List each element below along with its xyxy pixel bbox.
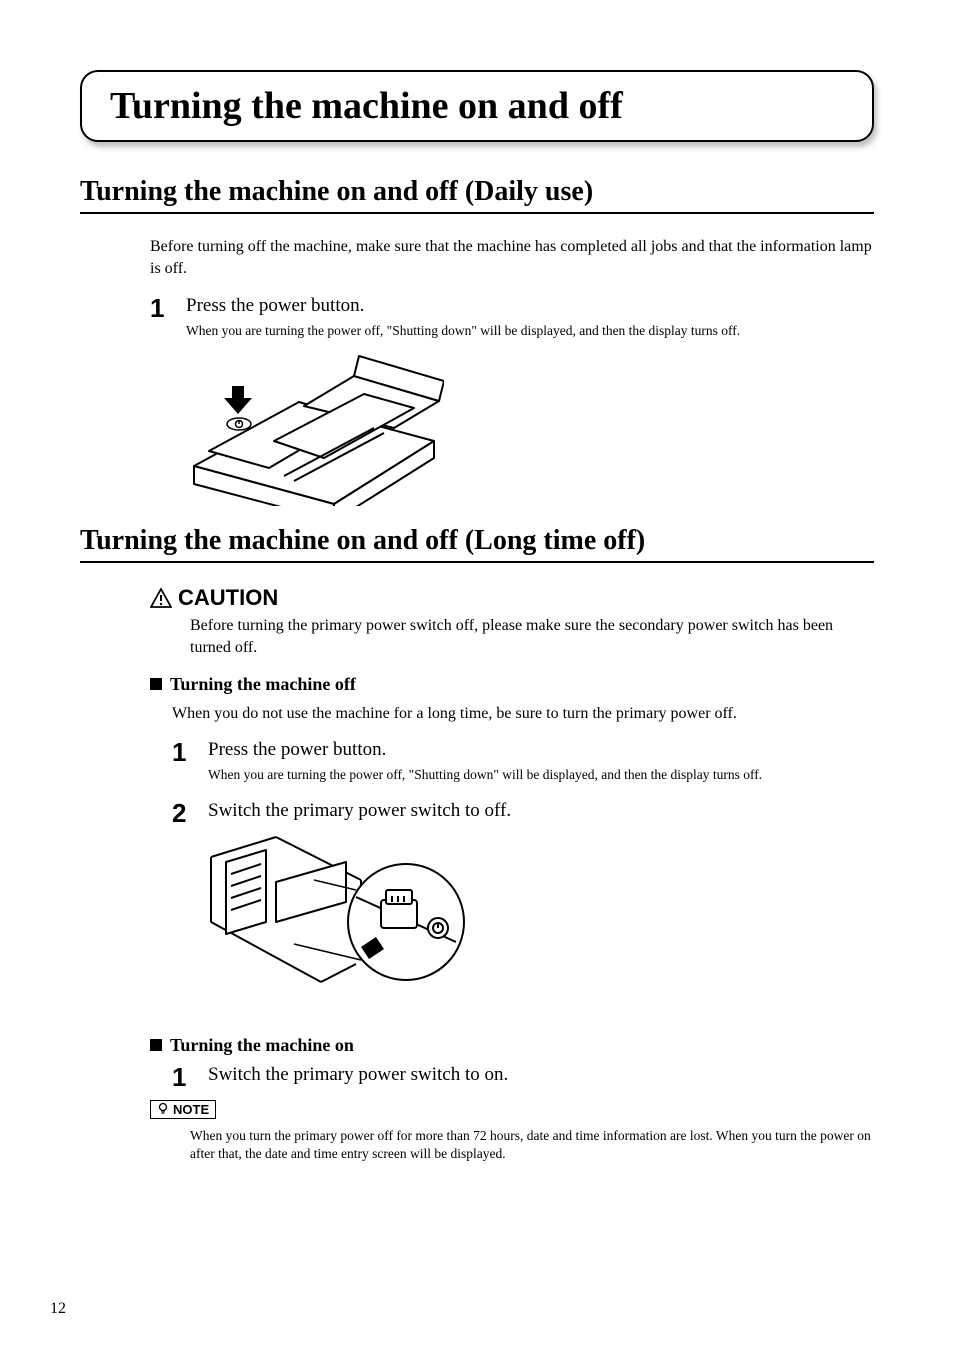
- subheading-on: Turning the machine on: [150, 1035, 874, 1056]
- bullet-square-icon: [150, 678, 162, 690]
- page-title: Turning the machine on and off: [110, 84, 844, 128]
- step-title: Switch the primary power switch to on.: [208, 1064, 874, 1087]
- subheading-off: Turning the machine off: [150, 674, 874, 695]
- on-step-1: 1 Switch the primary power switch to on.: [172, 1064, 874, 1090]
- step-title: Press the power button.: [186, 295, 874, 318]
- subheading-off-text: Turning the machine off: [170, 674, 356, 695]
- step-number: 1: [172, 1064, 208, 1090]
- step-note: When you are turning the power off, "Shu…: [208, 766, 874, 784]
- section-heading-long: Turning the machine on and off (Long tim…: [80, 525, 874, 563]
- switch-illustration: [206, 832, 874, 997]
- caution-text: Before turning the primary power switch …: [150, 615, 874, 660]
- title-banner: Turning the machine on and off: [80, 70, 874, 142]
- bullet-square-icon: [150, 1039, 162, 1051]
- warning-icon: [150, 588, 172, 608]
- step-title: Switch the primary power switch to off.: [208, 800, 874, 823]
- off-step-1: 1 Press the power button. When you are t…: [172, 739, 874, 784]
- lightbulb-icon: [157, 1102, 169, 1116]
- daily-step-1: 1 Press the power button. When you are t…: [150, 295, 874, 340]
- off-body-text: When you do not use the machine for a lo…: [150, 703, 874, 725]
- note-tag: NOTE: [150, 1100, 216, 1119]
- step-number: 2: [172, 800, 208, 826]
- note-label: NOTE: [173, 1102, 209, 1117]
- section-daily-body: Before turning off the machine, make sur…: [80, 236, 874, 511]
- step-number: 1: [150, 295, 186, 321]
- step-number: 1: [172, 739, 208, 765]
- step-note: When you are turning the power off, "Shu…: [186, 322, 874, 340]
- section-long-body: CAUTION Before turning the primary power…: [80, 585, 874, 1164]
- note-body: When you turn the primary power off for …: [150, 1127, 874, 1163]
- caution-header: CAUTION: [150, 585, 874, 611]
- printer-illustration-1: [184, 346, 874, 511]
- subheading-on-text: Turning the machine on: [170, 1035, 354, 1056]
- daily-intro-text: Before turning off the machine, make sur…: [150, 236, 874, 281]
- off-step-2: 2 Switch the primary power switch to off…: [172, 800, 874, 826]
- step-title: Press the power button.: [208, 739, 874, 762]
- caution-label: CAUTION: [178, 585, 278, 611]
- section-heading-daily: Turning the machine on and off (Daily us…: [80, 176, 874, 214]
- page-number: 12: [50, 1300, 66, 1318]
